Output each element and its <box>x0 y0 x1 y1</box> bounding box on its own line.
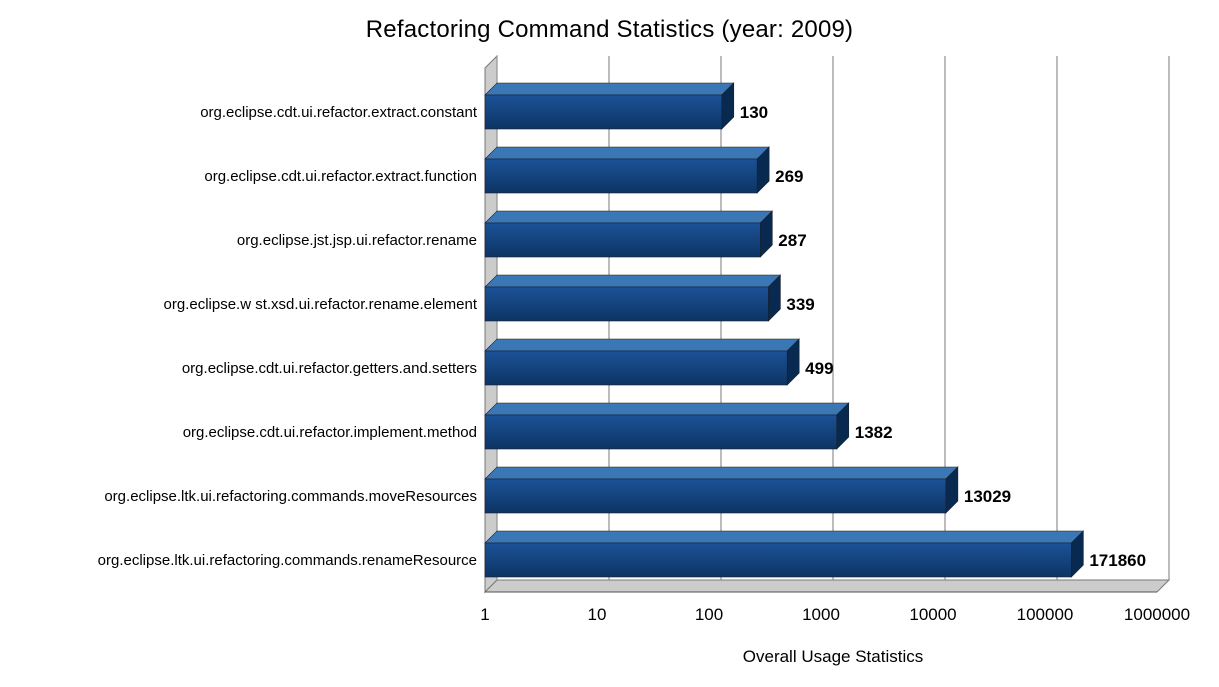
bar <box>484 286 769 322</box>
category-label: org.eclipse.jst.jsp.ui.refactor.rename <box>237 232 477 249</box>
x-tick-label: 10 <box>588 605 607 624</box>
bar <box>484 158 758 194</box>
category-label: org.eclipse.cdt.ui.refactor.getters.and.… <box>182 360 477 377</box>
bar <box>484 542 1072 578</box>
value-label: 130 <box>740 103 768 122</box>
value-label: 269 <box>775 167 803 186</box>
value-label: 1382 <box>855 423 893 442</box>
category-label: org.eclipse.cdt.ui.refactor.extract.func… <box>204 168 477 185</box>
value-label: 499 <box>805 359 833 378</box>
bar <box>484 94 723 130</box>
category-label: org.eclipse.ltk.ui.refactoring.commands.… <box>98 552 477 569</box>
x-tick-label: 100000 <box>1017 605 1074 624</box>
x-tick-label: 10000 <box>909 605 956 624</box>
value-label: 287 <box>778 231 806 250</box>
value-label: 339 <box>786 295 814 314</box>
category-label: org.eclipse.ltk.ui.refactoring.commands.… <box>104 488 477 505</box>
category-label: org.eclipse.w st.xsd.ui.refactor.rename.… <box>164 296 478 313</box>
bar <box>484 478 947 514</box>
bar-top-face <box>484 466 959 480</box>
bar <box>484 222 761 258</box>
x-tick-label: 1000000 <box>1124 605 1190 624</box>
value-label: 171860 <box>1089 551 1146 570</box>
value-label: 13029 <box>964 487 1011 506</box>
bar-top-face <box>484 402 850 416</box>
bar <box>484 414 838 450</box>
bar-top-face <box>484 82 735 96</box>
bar-top-face <box>484 338 800 352</box>
bar-top-face <box>484 146 770 160</box>
bar-top-face <box>484 210 774 224</box>
category-label: org.eclipse.cdt.ui.refactor.extract.cons… <box>200 104 478 121</box>
bar <box>484 350 788 386</box>
x-tick-label: 1 <box>480 605 489 624</box>
bar-top-face <box>484 274 782 288</box>
category-label: org.eclipse.cdt.ui.refactor.implement.me… <box>183 424 477 441</box>
x-tick-label: 100 <box>695 605 723 624</box>
x-tick-label: 1000 <box>802 605 840 624</box>
x-axis-title: Overall Usage Statistics <box>743 647 923 666</box>
chart-title: Refactoring Command Statistics (year: 20… <box>365 16 854 43</box>
bar-top-face <box>484 530 1085 544</box>
plot-floor <box>483 579 1171 593</box>
